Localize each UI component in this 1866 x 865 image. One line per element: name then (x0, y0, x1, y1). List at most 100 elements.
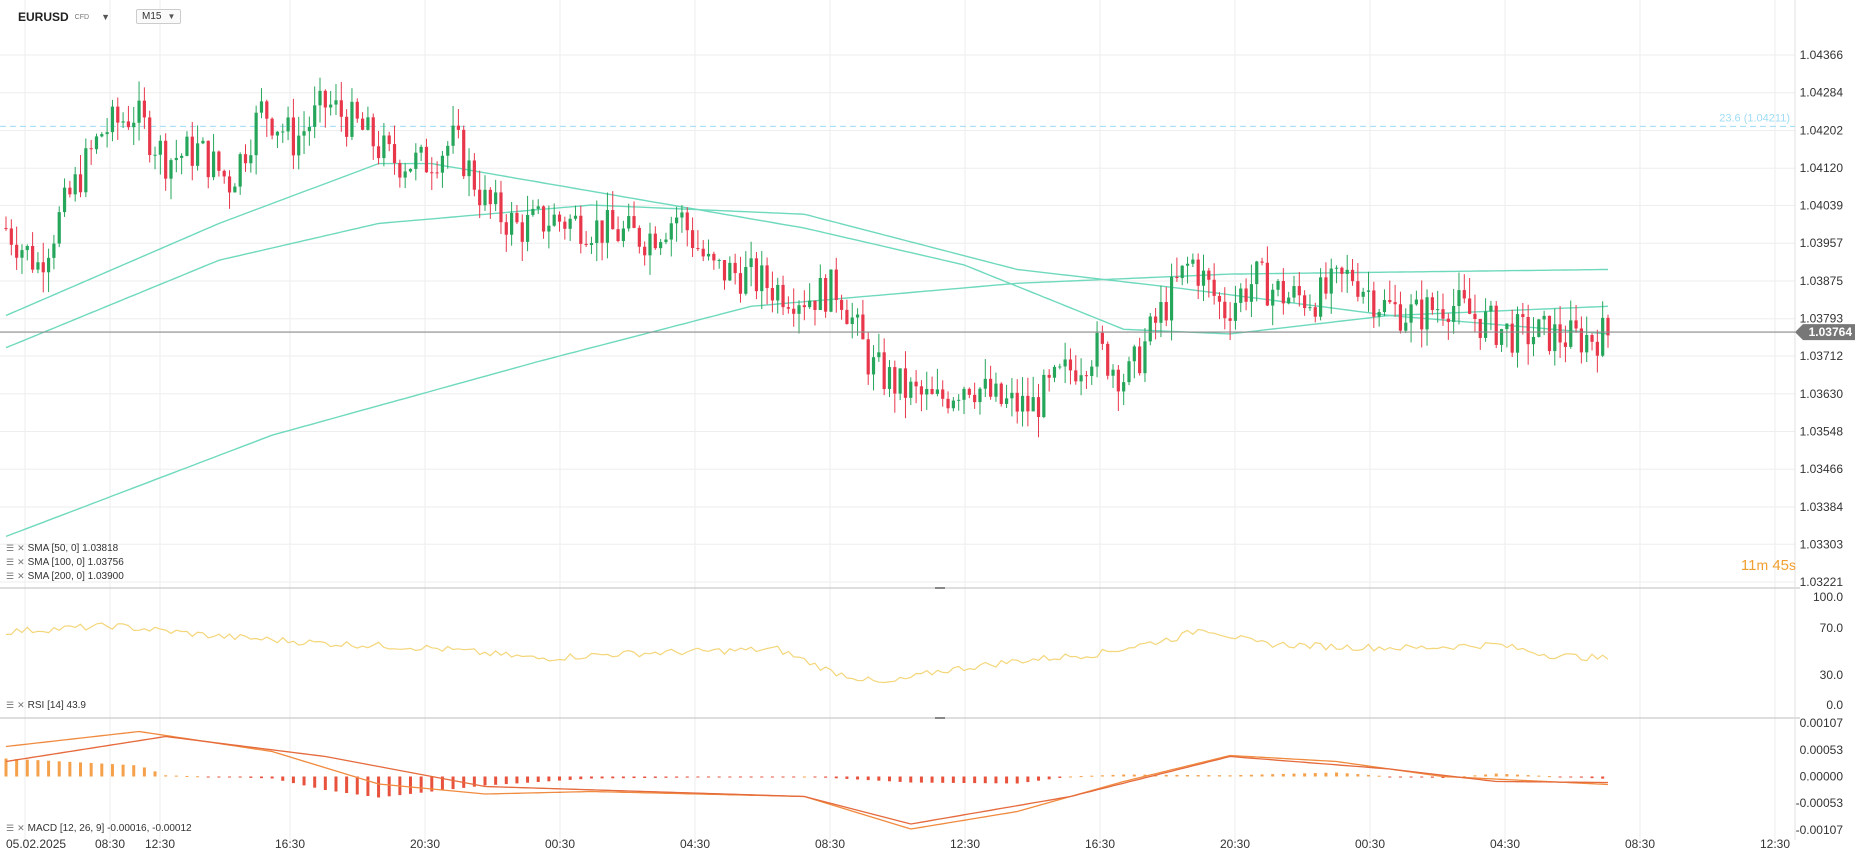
macd-histogram-bar (366, 776, 370, 796)
candle-body (632, 216, 636, 228)
candle-body (1521, 314, 1525, 318)
symbol-type: CFD (74, 13, 90, 21)
macd-histogram-bar (238, 776, 242, 778)
candle-body (520, 222, 524, 242)
candle-body (951, 400, 955, 409)
candle-body (1281, 280, 1285, 304)
close-icon[interactable]: ✕ (17, 700, 25, 710)
candle-body (1457, 290, 1461, 306)
macd-histogram-bar (930, 776, 934, 783)
candle-body (616, 229, 620, 242)
candle-body (142, 100, 146, 118)
macd-histogram-bar (664, 776, 668, 778)
close-icon[interactable]: ✕ (17, 823, 25, 833)
candle-body (690, 230, 695, 249)
candle-body (978, 388, 982, 403)
candle-body (430, 172, 434, 174)
macd-histogram-bar (196, 776, 200, 778)
chevron-down-icon[interactable]: ▼ (101, 12, 110, 22)
symbol-selector[interactable]: EURUSD CFD ▼ (18, 10, 110, 24)
macd-histogram-bar (781, 776, 785, 778)
candle-body (41, 262, 45, 273)
candle-body (1404, 322, 1408, 331)
candle-body (781, 284, 785, 308)
macd-histogram-bar (770, 776, 774, 778)
timeframe-selector[interactable]: M15 ▼ (136, 9, 182, 24)
close-icon[interactable]: ✕ (17, 557, 25, 567)
candle-body (887, 367, 892, 389)
candle-body (749, 258, 753, 268)
candle-body (893, 367, 897, 394)
candle-body (903, 368, 908, 398)
candle-body (265, 101, 269, 119)
macd-histogram-bar (696, 776, 700, 778)
candle-body (786, 307, 790, 309)
macd-histogram-bar (1207, 775, 1211, 777)
candle-body (1260, 261, 1264, 263)
macd-histogram-bar (1420, 776, 1424, 778)
candle-body (1265, 262, 1269, 306)
macd-histogram-bar (1249, 774, 1253, 777)
candle-body (1127, 361, 1131, 383)
macd-histogram-bar (707, 776, 711, 778)
y-tick-label: 1.04202 (1800, 123, 1844, 137)
macd-histogram-bar (802, 776, 806, 778)
y-tick-label: 1.03548 (1800, 424, 1844, 438)
candle-body (350, 101, 354, 137)
candle-body (1122, 382, 1126, 392)
macd-histogram-bar (57, 761, 61, 777)
close-icon[interactable]: ✕ (17, 571, 25, 581)
candle-body (148, 117, 152, 156)
x-tick-label: 08:30 (815, 837, 845, 851)
macd-histogram-bar (408, 776, 412, 794)
settings-icon[interactable]: ☰ (6, 543, 15, 553)
macd-histogram-bar (834, 776, 838, 779)
candle-body (1393, 302, 1397, 305)
candle-body (84, 148, 88, 193)
macd-histogram-bar (1462, 776, 1466, 778)
legend-sma100: ☰ ✕ SMA [100, 0] 1.03756 (6, 557, 124, 568)
candle-body (36, 262, 40, 270)
candle-body (957, 399, 961, 401)
macd-histogram-bar (15, 759, 19, 777)
candle-body (1441, 309, 1445, 319)
macd-histogram-bar (1494, 773, 1498, 777)
settings-icon[interactable]: ☰ (6, 571, 15, 581)
candle-body (1164, 302, 1168, 321)
candle-body (281, 131, 285, 133)
candle-body (1366, 290, 1371, 292)
settings-icon[interactable]: ☰ (6, 557, 15, 567)
candle-body (547, 225, 551, 232)
candle-body (105, 132, 109, 135)
macd-histogram-bar (228, 776, 232, 778)
candle-body (738, 273, 743, 294)
candle-body (1494, 305, 1498, 345)
macd-tick-label: 0.00107 (1800, 716, 1844, 730)
settings-icon[interactable]: ☰ (6, 823, 15, 833)
macd-histogram-bar (313, 776, 317, 788)
macd-histogram-bar (845, 776, 849, 779)
candle-body (680, 212, 684, 218)
close-icon[interactable]: ✕ (17, 543, 25, 553)
x-tick-label: 08:30 (1625, 837, 1655, 851)
rsi-tick-label: 100.0 (1813, 590, 1843, 604)
candle-body (323, 90, 327, 108)
macd-histogram-bar (153, 771, 157, 777)
candle-body (164, 140, 168, 179)
candle-body (834, 269, 838, 301)
macd-histogram-bar (887, 776, 891, 782)
candle-body (116, 106, 120, 123)
candle-body (196, 143, 200, 166)
candle-body (1169, 276, 1174, 321)
candle-body (510, 212, 514, 235)
macd-histogram-bar (174, 775, 178, 777)
y-tick-label: 1.03303 (1800, 537, 1844, 551)
candle-body (760, 265, 764, 292)
candle-body (1233, 302, 1238, 321)
macd-histogram-bar (483, 776, 487, 786)
macd-histogram-bar (1484, 774, 1488, 777)
macd-histogram-bar (1526, 775, 1530, 777)
settings-icon[interactable]: ☰ (6, 700, 15, 710)
candle-body (1196, 259, 1200, 286)
